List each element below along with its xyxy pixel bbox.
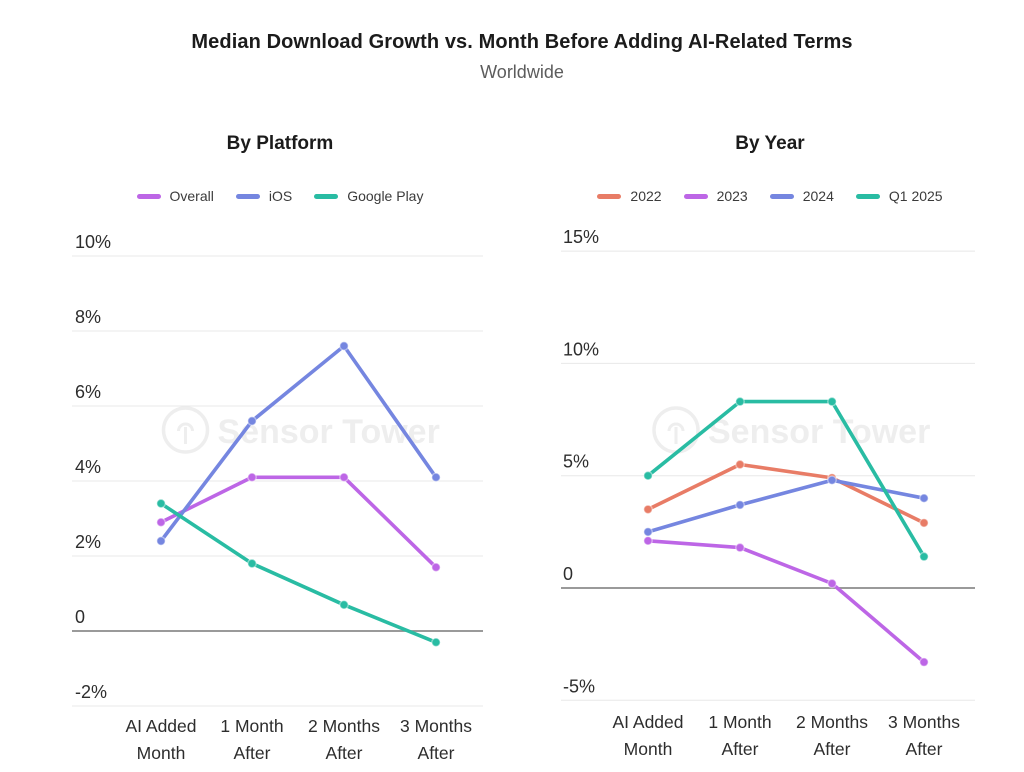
chart-by-year: By Year 2022 2023 2024 Q1 2025 Sensor To… <box>550 130 990 772</box>
data-point-marker <box>735 499 745 510</box>
legend-item-q1-2025: Q1 2025 <box>855 188 943 204</box>
x-tick-label: 1 Month After <box>220 716 283 763</box>
x-tick-label: 2 Months After <box>308 716 380 763</box>
legend-item-2024: 2024 <box>769 188 834 204</box>
legend-label: 2023 <box>716 188 748 204</box>
legend-item-overall: Overall <box>136 188 214 204</box>
data-point-marker <box>827 578 837 589</box>
y-tick-label: 15% <box>563 227 599 247</box>
gridlines: 15% 10% 5% 0 -5% <box>561 227 975 701</box>
line-chart-plot-by-platform: Sensor Tower 10% 8% 6% 4% 2% 0 -2% AI Added Month… <box>60 225 500 770</box>
x-tick-label: 1 Month After <box>708 712 771 759</box>
legend-label: Q1 2025 <box>888 188 943 204</box>
gridlines: 10% 8% 6% 4% 2% 0 -2% <box>72 232 483 707</box>
y-tick-label: 10% <box>75 232 111 252</box>
legend-label: 2022 <box>630 188 662 204</box>
data-point-marker <box>339 472 349 483</box>
x-axis-labels: AI Added Month 1 Month After 2 Months After 3 … <box>125 716 472 763</box>
legend-label: iOS <box>268 188 293 204</box>
legend-item-2023: 2023 <box>683 188 748 204</box>
data-point-marker <box>643 526 653 537</box>
y-tick-label: 4% <box>75 457 101 477</box>
line-chart-plot-by-year: Sensor Tower 15% 10% 5% 0 -5% AI Added Month 1 M… <box>550 225 990 770</box>
y-tick-label: 0 <box>563 564 573 584</box>
series-2023 <box>643 535 929 667</box>
data-point-marker <box>643 535 653 546</box>
y-tick-label: -5% <box>563 676 595 696</box>
legend-item-google-play: Google Play <box>314 188 423 204</box>
legend: Overall iOS Google Play <box>60 188 500 204</box>
data-point-marker <box>643 470 653 481</box>
y-tick-label: -2% <box>75 682 107 702</box>
series-ios <box>156 341 441 546</box>
legend-label: 2024 <box>802 188 834 204</box>
data-point-marker <box>156 536 166 546</box>
figure-header: Median Download Growth vs. Month Before … <box>10 31 1024 83</box>
legend-swatch-2023 <box>683 193 708 199</box>
data-point-marker <box>247 416 257 426</box>
legend: 2022 2023 2024 Q1 2025 <box>550 188 990 204</box>
y-tick-label: 5% <box>563 452 589 472</box>
data-point-marker <box>643 504 653 515</box>
data-point-marker <box>919 657 929 667</box>
legend-swatch-overall <box>136 193 161 199</box>
data-point-marker <box>919 551 929 562</box>
data-point-marker <box>735 459 745 470</box>
legend-label: Overall <box>169 188 214 204</box>
legend-label: Google Play <box>347 188 424 204</box>
data-point-marker <box>339 599 349 610</box>
data-point-marker <box>156 517 166 528</box>
data-point-marker <box>431 637 441 648</box>
data-point-marker <box>735 396 745 407</box>
legend-item-2022: 2022 <box>597 188 662 204</box>
legend-swatch-2024 <box>769 193 794 199</box>
watermark-text: Sensor Tower <box>708 413 930 451</box>
legend-item-ios: iOS <box>235 188 293 204</box>
data-point-marker <box>919 517 929 528</box>
sensor-tower-watermark: Sensor Tower <box>161 406 440 454</box>
chart-by-platform: By Platform Overall iOS Google Play Sens… <box>60 130 500 772</box>
y-tick-label: 6% <box>75 382 101 402</box>
y-tick-label: 10% <box>563 339 599 359</box>
legend-swatch-ios <box>235 193 260 199</box>
legend-swatch-q1-2025 <box>855 193 880 199</box>
data-point-marker <box>247 558 257 569</box>
data-point-marker <box>156 498 166 509</box>
y-tick-label: 0 <box>75 607 85 627</box>
y-tick-label: 8% <box>75 307 101 327</box>
figure-subtitle: Worldwide <box>480 62 564 82</box>
x-tick-label: AI Added Month <box>125 716 196 763</box>
series-overall <box>156 472 441 573</box>
chart-title: By Year <box>735 133 805 154</box>
data-point-marker <box>247 472 257 483</box>
series-2024 <box>643 475 929 537</box>
data-point-marker <box>431 562 441 573</box>
data-point-marker <box>827 475 837 486</box>
x-tick-label: AI Added Month <box>612 712 683 759</box>
series-google-play <box>156 498 441 648</box>
x-tick-label: 3 Months After <box>400 716 472 763</box>
data-point-marker <box>735 542 745 553</box>
data-point-marker <box>339 341 349 351</box>
x-axis-labels: AI Added Month 1 Month After 2 Months After 3 … <box>612 712 960 759</box>
data-point-marker <box>827 396 837 407</box>
legend-swatch-2022 <box>597 193 622 199</box>
x-tick-label: 2 Months After <box>796 712 868 759</box>
x-tick-label: 3 Months After <box>888 712 960 759</box>
series-q1-2025 <box>643 396 929 562</box>
data-point-marker <box>431 472 441 483</box>
y-tick-label: 2% <box>75 532 101 552</box>
figure-title: Median Download Growth vs. Month Before … <box>191 31 853 53</box>
sensor-tower-logo-icon <box>161 406 210 454</box>
legend-swatch-google-play <box>314 193 339 199</box>
chart-title: By Platform <box>226 133 334 154</box>
data-point-marker <box>919 493 929 504</box>
sensor-tower-watermark: Sensor Tower <box>652 406 930 454</box>
